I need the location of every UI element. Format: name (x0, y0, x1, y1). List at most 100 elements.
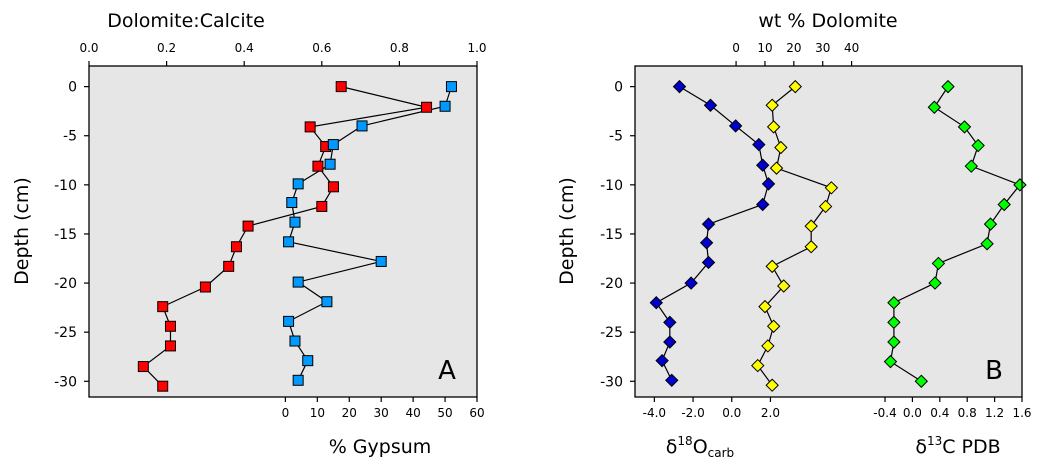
panel-b-bottom-left-axis-label: δ18Ocarb (666, 434, 734, 460)
bottom-left-axis-tick-label: 2.0 (761, 406, 780, 420)
data-point-diamond (751, 358, 765, 373)
data-point-diamond (756, 197, 770, 212)
bottom-right-axis-tick-label: 1.6 (1012, 406, 1031, 420)
data-point-square (445, 81, 457, 93)
data-point-diamond (769, 161, 784, 175)
data-point-diamond (766, 120, 781, 134)
bottom-right-axis-tick-label: 0.8 (958, 406, 977, 420)
data-point-square (157, 301, 169, 313)
panel-a: 0 -5 -10 -15 -20 -25 -30 0.0 0.2 0.4 0.6 0.8 1.0 0 1… (11, 10, 487, 458)
series-line (757, 86, 833, 386)
data-point-diamond (941, 79, 955, 94)
y-tick-label: -25 (54, 325, 77, 341)
data-point-square (199, 281, 211, 293)
panel-a-y-axis-label: Depth (cm) (11, 177, 33, 285)
data-point-diamond (1013, 178, 1027, 192)
series-line (889, 86, 1021, 382)
bottom-left-axis-tick-label: 0.0 (722, 406, 741, 420)
panel-a-letter: A (438, 356, 456, 386)
series-line (655, 86, 770, 381)
data-point-square (316, 200, 328, 212)
data-point-diamond (756, 158, 770, 172)
bottom-axis-tick-label: 30 (374, 406, 389, 420)
data-point-diamond (765, 378, 779, 392)
y-tick-label: -5 (609, 129, 623, 145)
data-point-diamond (931, 256, 946, 271)
top-axis-tick-label: 0.8 (390, 41, 409, 55)
bottom-left-axis-tick-label: -4.0 (643, 406, 666, 420)
top-axis-tick-label: 0.2 (157, 41, 176, 55)
data-point-diamond (983, 217, 998, 231)
data-point-diamond (761, 177, 776, 191)
data-point-diamond (774, 140, 788, 155)
panel-b-y-axis-label: Depth (cm) (556, 177, 578, 285)
bottom-left-axis-tick-label: -2.0 (681, 406, 704, 420)
data-point-diamond (818, 199, 833, 214)
data-point-square (292, 178, 304, 190)
data-point-diamond (655, 353, 669, 368)
data-point-diamond (804, 219, 818, 233)
y-tick-label: -10 (54, 178, 77, 194)
data-point-diamond (883, 354, 898, 369)
bottom-right-axis-tick-label: 1.2 (985, 406, 1004, 420)
data-point-square (137, 361, 149, 373)
panel-b-frame (634, 65, 1023, 398)
data-point-diamond (927, 100, 942, 114)
data-point-diamond (914, 374, 929, 388)
bottom-axis-tick-label: 60 (469, 406, 484, 420)
top-axis-tick-label: 0.4 (235, 41, 254, 55)
data-point-square (223, 260, 235, 272)
y-tick-label: -25 (600, 325, 623, 341)
y-tick-label: -5 (63, 129, 77, 145)
data-point-diamond (663, 335, 677, 349)
data-point-diamond (728, 119, 743, 133)
data-point-diamond (758, 299, 772, 314)
data-point-square (164, 320, 176, 332)
data-point-diamond (701, 255, 716, 270)
y-tick-label: -20 (600, 276, 623, 292)
data-point-diamond (957, 120, 972, 134)
data-point-square (292, 374, 304, 386)
data-point-diamond (824, 181, 839, 195)
series-line (142, 86, 427, 387)
bottom-right-axis-tick-label: -0.4 (873, 406, 896, 420)
data-point-square (327, 181, 339, 193)
data-point-square (302, 355, 314, 367)
data-point-square (375, 255, 387, 267)
y-tick-label: -20 (54, 276, 77, 292)
data-point-square (286, 197, 298, 209)
data-point-diamond (752, 137, 766, 152)
data-point-square (312, 160, 324, 172)
top-axis-tick-label: 40 (844, 41, 859, 55)
panel-b-plot-background (635, 66, 1022, 397)
data-point-square (230, 241, 242, 253)
y-tick-label: -10 (600, 178, 623, 194)
top-axis-tick-label: 30 (815, 41, 830, 55)
data-point-diamond (928, 276, 942, 290)
data-point-square (356, 120, 368, 132)
bottom-axis-tick-label: 40 (405, 406, 420, 420)
data-point-diamond (684, 276, 698, 290)
panel-a-plot-background (89, 66, 477, 397)
y-tick-label: 0 (68, 80, 77, 96)
bottom-axis-tick-label: 50 (437, 406, 452, 420)
top-axis-tick-label: 0 (732, 41, 740, 55)
data-point-diamond (649, 296, 663, 310)
data-point-square (283, 315, 295, 327)
data-point-diamond (699, 236, 714, 250)
series-line (287, 86, 453, 381)
data-point-diamond (971, 138, 985, 153)
panel-a-bottom-axis-label: % Gypsum (329, 436, 432, 458)
data-point-diamond (672, 79, 687, 94)
data-point-square (289, 335, 301, 347)
data-point-diamond (765, 259, 779, 274)
data-point-square (324, 158, 336, 170)
data-point-square (283, 236, 295, 248)
bottom-right-axis-tick-label: 0.0 (903, 406, 922, 420)
data-point-diamond (887, 335, 901, 349)
data-point-square (439, 100, 451, 112)
data-point-diamond (887, 296, 901, 310)
y-tick-label: -30 (54, 374, 77, 390)
data-point-diamond (997, 197, 1011, 212)
